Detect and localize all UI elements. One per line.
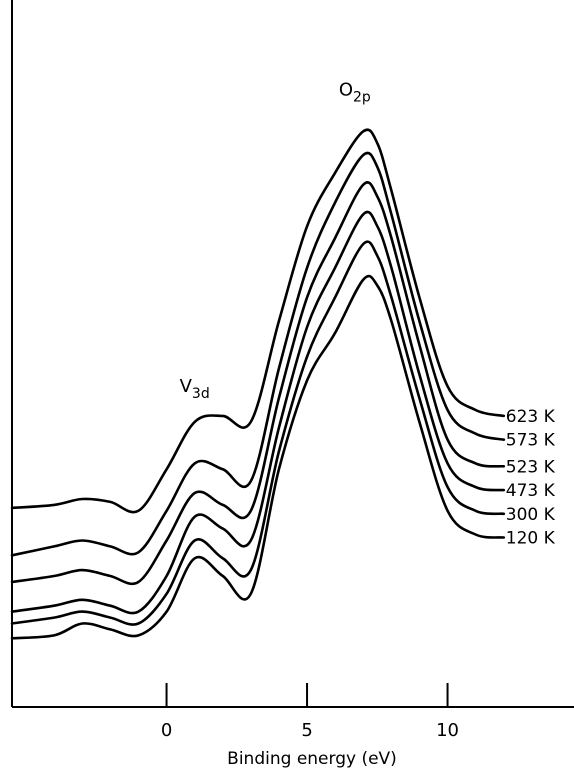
series-line-473k xyxy=(10,210,506,615)
axes xyxy=(11,0,574,708)
series-line-120k xyxy=(10,274,506,640)
series-label-473k: 473 K xyxy=(506,481,556,501)
series-label-523k: 523 K xyxy=(506,457,556,477)
series-label-120k: 120 K xyxy=(506,529,556,549)
series-line-523k xyxy=(10,181,506,586)
x-axis-label: Binding energy (eV) xyxy=(227,749,397,769)
series-line-623k xyxy=(10,128,506,514)
annotations: V3d O2p xyxy=(180,80,371,403)
x-tick-label-2: 10 xyxy=(436,720,459,741)
annotation-v3d: V3d xyxy=(180,376,210,402)
series-labels: 623 K 573 K 523 K 473 K 300 K 120 K xyxy=(506,407,556,549)
series-label-300k: 300 K xyxy=(506,505,556,525)
annotation-o2p: O2p xyxy=(339,80,371,106)
x-tick-label-0: 0 xyxy=(161,720,172,741)
series-line-573k xyxy=(10,151,506,557)
series-line-300k xyxy=(10,240,506,626)
series-group xyxy=(10,128,506,640)
x-ticks: 0 5 10 xyxy=(161,683,459,741)
series-label-573k: 573 K xyxy=(506,431,556,451)
x-tick-label-1: 5 xyxy=(301,720,312,741)
series-label-623k: 623 K xyxy=(506,407,556,427)
